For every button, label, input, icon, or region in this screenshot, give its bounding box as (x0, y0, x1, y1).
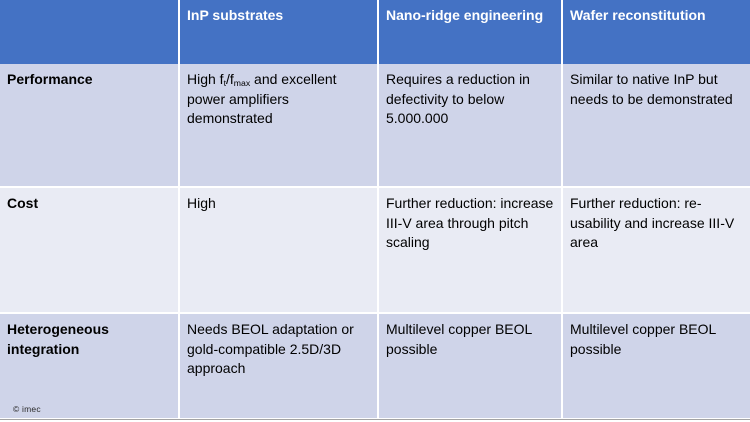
header-row: InP substrates Nano-ridge engineering Wa… (0, 0, 750, 64)
column-header-nano-ridge-engineering: Nano-ridge engineering (377, 0, 563, 64)
header-corner-cell (0, 0, 180, 64)
row-label-performance: Performance (0, 64, 180, 188)
column-header-inp-substrates: InP substrates (178, 0, 379, 64)
table-row-heterogeneous-integration: Heterogeneous integration Needs BEOL ada… (0, 312, 750, 418)
cell-integration-wafer-reconstitution: Multilevel copper BEOL possible (561, 312, 750, 418)
table-row-cost: Cost High Further reduction: increase II… (0, 186, 750, 314)
column-header-wafer-reconstitution: Wafer reconstitution (561, 0, 750, 64)
cell-performance-nano-ridge: Requires a reduction in defectivity to b… (377, 64, 563, 188)
row-label-cost: Cost (0, 186, 180, 314)
cell-integration-inp-substrates: Needs BEOL adaptation or gold-compatible… (178, 312, 379, 418)
cell-cost-nano-ridge: Further reduction: increase III-V area t… (377, 186, 563, 314)
row-label-heterogeneous-integration: Heterogeneous integration (0, 312, 180, 418)
table-row-performance: Performance High ft/fmax and excellent p… (0, 64, 750, 188)
slide-bottom-divider (0, 419, 750, 420)
copyright-imec: © imec (13, 404, 41, 414)
cell-integration-nano-ridge: Multilevel copper BEOL possible (377, 312, 563, 418)
cell-cost-inp-substrates: High (178, 186, 379, 314)
cell-performance-inp-substrates: High ft/fmax and excellent power amplifi… (178, 64, 379, 188)
cell-cost-wafer-reconstitution: Further reduction: re-usability and incr… (561, 186, 750, 314)
cell-performance-wafer-reconstitution: Similar to native InP but needs to be de… (561, 64, 750, 188)
